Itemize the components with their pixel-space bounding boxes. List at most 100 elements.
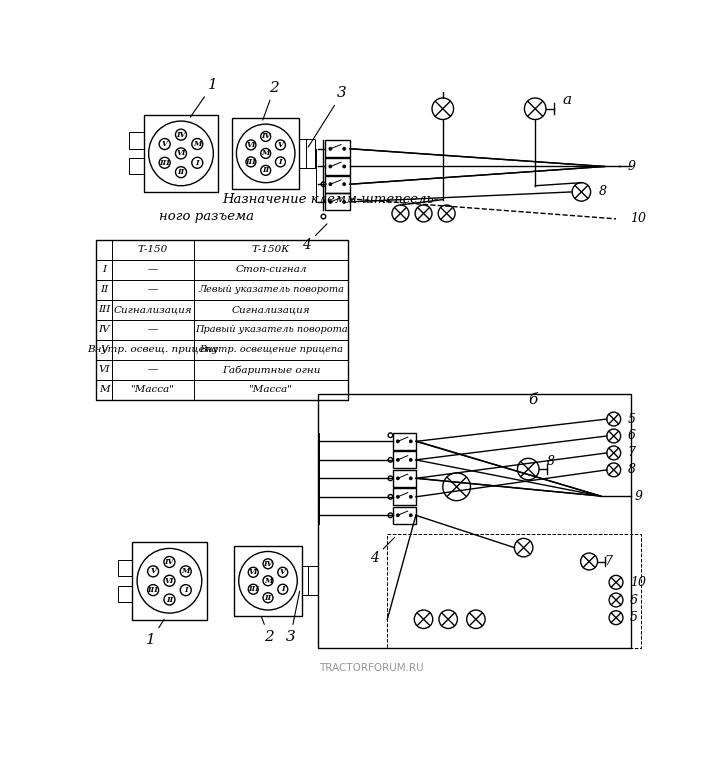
Text: M: M [262, 149, 270, 158]
Circle shape [329, 183, 332, 186]
Bar [299, 138, 315, 168]
Text: 5: 5 [628, 412, 636, 425]
Text: Сигнализация: Сигнализация [232, 305, 310, 314]
Text: VI: VI [176, 149, 186, 158]
Text: 3: 3 [308, 86, 347, 147]
Text: —: — [148, 265, 158, 274]
Bar [96, 239, 348, 400]
Text: —: — [148, 325, 158, 334]
Text: V: V [100, 345, 108, 354]
Circle shape [397, 440, 399, 443]
Circle shape [329, 165, 332, 168]
Circle shape [409, 477, 413, 480]
Text: I: I [184, 586, 188, 594]
Bar [129, 132, 144, 148]
Text: Т-150К: Т-150К [252, 245, 290, 254]
Text: 1: 1 [146, 620, 164, 647]
Text: Т-150: Т-150 [138, 245, 168, 254]
Text: Стоп-сигнал: Стоп-сигнал [236, 265, 307, 274]
Text: Внутр. освещ. прицепа: Внутр. освещ. прицепа [88, 345, 218, 354]
Bar [393, 507, 416, 524]
Bar [129, 158, 144, 174]
Text: II: II [166, 595, 173, 604]
Text: 5: 5 [630, 611, 638, 624]
Bar [302, 566, 318, 595]
Text: III: III [148, 586, 159, 594]
Text: 9: 9 [634, 490, 642, 503]
Text: V: V [280, 568, 286, 576]
Text: 4: 4 [370, 537, 394, 565]
Text: ного разъема: ного разъема [160, 210, 254, 223]
Circle shape [397, 495, 399, 498]
Circle shape [397, 477, 399, 480]
Text: II: II [265, 594, 272, 602]
Bar [325, 194, 349, 210]
Text: M: M [264, 577, 273, 584]
Text: Левый указатель поворота: Левый указатель поворота [198, 285, 344, 295]
Text: VI: VI [165, 577, 174, 584]
Bar [132, 542, 207, 620]
Circle shape [409, 514, 413, 517]
Text: M: M [193, 140, 202, 148]
Text: V: V [150, 568, 156, 575]
Text: "Масса": "Масса" [249, 386, 293, 394]
Text: II: II [100, 285, 108, 295]
Circle shape [329, 200, 332, 203]
Bar [325, 158, 349, 175]
Text: IV: IV [165, 558, 174, 566]
Text: I: I [281, 585, 285, 593]
Text: 6: 6 [630, 594, 638, 607]
Text: III: III [248, 585, 259, 593]
Text: 10: 10 [630, 576, 646, 589]
Text: —: — [148, 365, 158, 374]
Text: I: I [102, 265, 106, 274]
Bar [117, 585, 132, 602]
Text: —: — [148, 285, 158, 295]
Text: V: V [162, 140, 167, 148]
Bar [325, 176, 349, 193]
Text: V: V [278, 141, 283, 149]
Text: 6: 6 [628, 429, 636, 442]
Text: M: M [181, 568, 190, 575]
Text: III: III [160, 159, 170, 167]
Text: Внутр. освещение прицепа: Внутр. освещение прицепа [199, 345, 343, 354]
Text: а: а [563, 93, 572, 107]
Bar [117, 560, 132, 576]
Text: IV: IV [176, 131, 186, 138]
Text: 3: 3 [286, 591, 299, 644]
Bar [232, 119, 299, 188]
Bar [325, 140, 349, 158]
Bar [144, 115, 218, 192]
Text: IV: IV [263, 560, 273, 568]
Text: 1: 1 [190, 78, 218, 117]
Text: 8: 8 [547, 455, 555, 468]
Text: IV: IV [98, 325, 109, 334]
Text: Габаритные огни: Габаритные огни [222, 365, 320, 375]
Text: 2: 2 [261, 617, 274, 644]
Text: 4: 4 [302, 224, 327, 252]
Text: 8: 8 [598, 185, 606, 198]
Bar [393, 433, 416, 450]
Text: 10: 10 [630, 213, 646, 226]
Text: III: III [98, 305, 110, 314]
Bar [387, 534, 642, 648]
Text: 8: 8 [628, 464, 636, 477]
Circle shape [409, 440, 413, 443]
Text: Сигнализация: Сигнализация [114, 305, 192, 314]
Text: VI: VI [247, 141, 256, 149]
Text: I: I [278, 158, 282, 166]
Bar [318, 394, 631, 648]
Text: II: II [178, 168, 185, 176]
Text: "Масса": "Масса" [131, 386, 175, 394]
Bar [393, 488, 416, 506]
Text: 7: 7 [605, 555, 613, 568]
Text: TRACTORFORUM.RU: TRACTORFORUM.RU [319, 663, 423, 673]
Circle shape [329, 147, 332, 150]
Bar [234, 545, 302, 616]
Text: 9: 9 [628, 160, 636, 173]
Circle shape [343, 165, 346, 168]
Circle shape [397, 458, 399, 461]
Text: I: I [196, 159, 199, 167]
Circle shape [343, 183, 346, 186]
Text: VI: VI [249, 568, 258, 576]
